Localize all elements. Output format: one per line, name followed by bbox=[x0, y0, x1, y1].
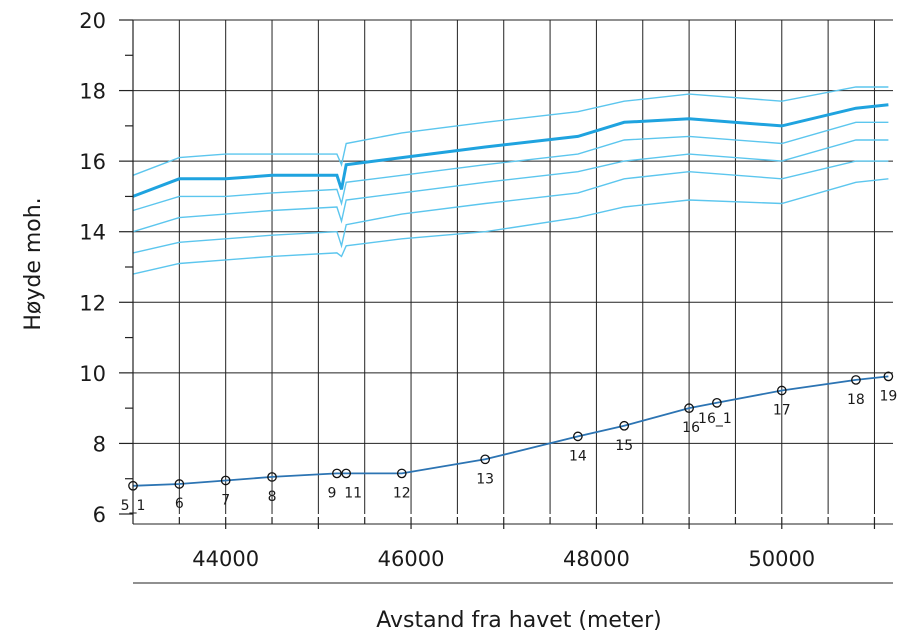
cross-section-label: 11 bbox=[344, 485, 362, 501]
cross-section-label: 17 bbox=[773, 403, 791, 419]
y-tick-label: 14 bbox=[79, 221, 106, 245]
x-axis-title: Avstand fra havet (meter) bbox=[376, 608, 661, 633]
water-band-line bbox=[133, 122, 888, 210]
y-tick-label: 10 bbox=[79, 362, 106, 386]
axes: 6 8 10 12 14 16 18 20 44000 46000 48000 50000 bbox=[79, 9, 893, 583]
cross-section-label: 14 bbox=[569, 448, 587, 464]
grid bbox=[133, 20, 893, 514]
cross-section-label: 6 bbox=[175, 496, 184, 512]
cross-section-label: 18 bbox=[847, 392, 865, 408]
water-band-line bbox=[133, 179, 888, 274]
cross-section-label: 15 bbox=[615, 438, 633, 454]
water-surface-line bbox=[133, 105, 888, 197]
cross-section-label: 13 bbox=[476, 471, 494, 487]
cross-section-label: 19 bbox=[879, 388, 897, 404]
y-tick-label: 12 bbox=[79, 291, 106, 315]
water-band-line bbox=[133, 161, 888, 253]
cross-section-label: 12 bbox=[393, 485, 411, 501]
y-axis-title: Høyde moh. bbox=[21, 197, 46, 330]
cross-section-label: 16_1 bbox=[698, 411, 732, 427]
water-surface-path bbox=[133, 105, 888, 197]
cross-section-label: 7 bbox=[221, 492, 230, 508]
terrain-line bbox=[133, 376, 888, 485]
x-tick-label: 46000 bbox=[378, 547, 445, 571]
y-tick-label: 6 bbox=[93, 503, 106, 527]
x-tick-label: 50000 bbox=[748, 547, 815, 571]
x-tick-label: 44000 bbox=[192, 547, 259, 571]
cross-section-label: 8 bbox=[268, 489, 277, 505]
y-tick-label: 20 bbox=[79, 9, 106, 33]
cross-section-label: 9 bbox=[327, 485, 336, 501]
y-tick-label: 8 bbox=[93, 432, 106, 456]
y-tick-label: 16 bbox=[79, 150, 106, 174]
water-band-lines bbox=[133, 87, 888, 274]
x-tick-label: 48000 bbox=[563, 547, 630, 571]
y-tick-label: 18 bbox=[79, 80, 106, 104]
